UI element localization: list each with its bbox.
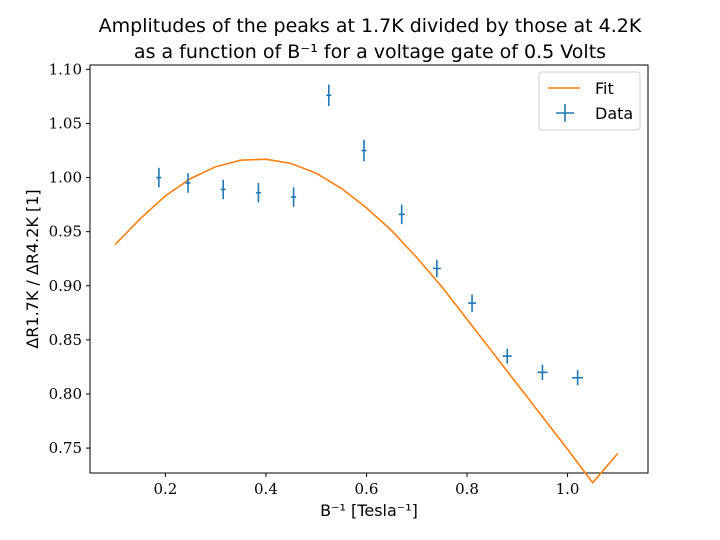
x-axis-label: B⁻¹ [Tesla⁻¹] [320,501,418,520]
data-point [220,179,226,200]
data-point [502,348,512,364]
x-tick-label: 0.6 [355,480,379,498]
x-tick-label: 0.8 [455,480,479,498]
data-point [291,187,297,207]
y-tick-label: 0.75 [49,439,82,457]
x-tick-label: 0.4 [254,480,278,498]
data-point [156,167,162,188]
x-tick-label: 0.2 [153,480,177,498]
legend: Fit Data [538,71,641,131]
data-point [572,370,584,386]
chart-title-line1: Amplitudes of the peaks at 1.7K divided … [99,15,642,37]
data-series [156,84,584,386]
legend-data-label: Data [595,104,633,123]
chart-title-line2: as a function of B⁻¹ for a voltage gate … [134,41,606,63]
y-tick-label: 1.05 [49,114,82,132]
plot-area [89,64,649,474]
data-point [185,173,191,193]
fit-line [114,158,619,484]
y-tick-label: 0.90 [49,277,82,295]
x-axis: 0.2 0.4 0.6 0.8 1.0 [153,473,579,498]
data-point [537,364,548,380]
y-tick-label: 0.80 [49,385,82,403]
legend-fit-label: Fit [595,79,614,98]
data-point [398,204,405,225]
x-tick-label: 1.0 [556,480,580,498]
y-tick-label: 0.85 [49,331,82,349]
y-axis-label: ΔR1.7K / ΔR4.2K [1] [23,189,42,348]
y-tick-label: 1.10 [49,60,82,78]
data-point [361,139,367,162]
y-axis: 0.75 0.80 0.85 0.90 0.95 1.00 1.05 1.10 [49,60,90,457]
y-tick-label: 0.95 [49,223,82,241]
data-point [432,259,441,278]
data-point [326,84,332,107]
data-point [255,182,261,203]
fit-series [114,158,619,484]
data-point [468,294,477,312]
y-tick-label: 1.00 [49,169,82,187]
